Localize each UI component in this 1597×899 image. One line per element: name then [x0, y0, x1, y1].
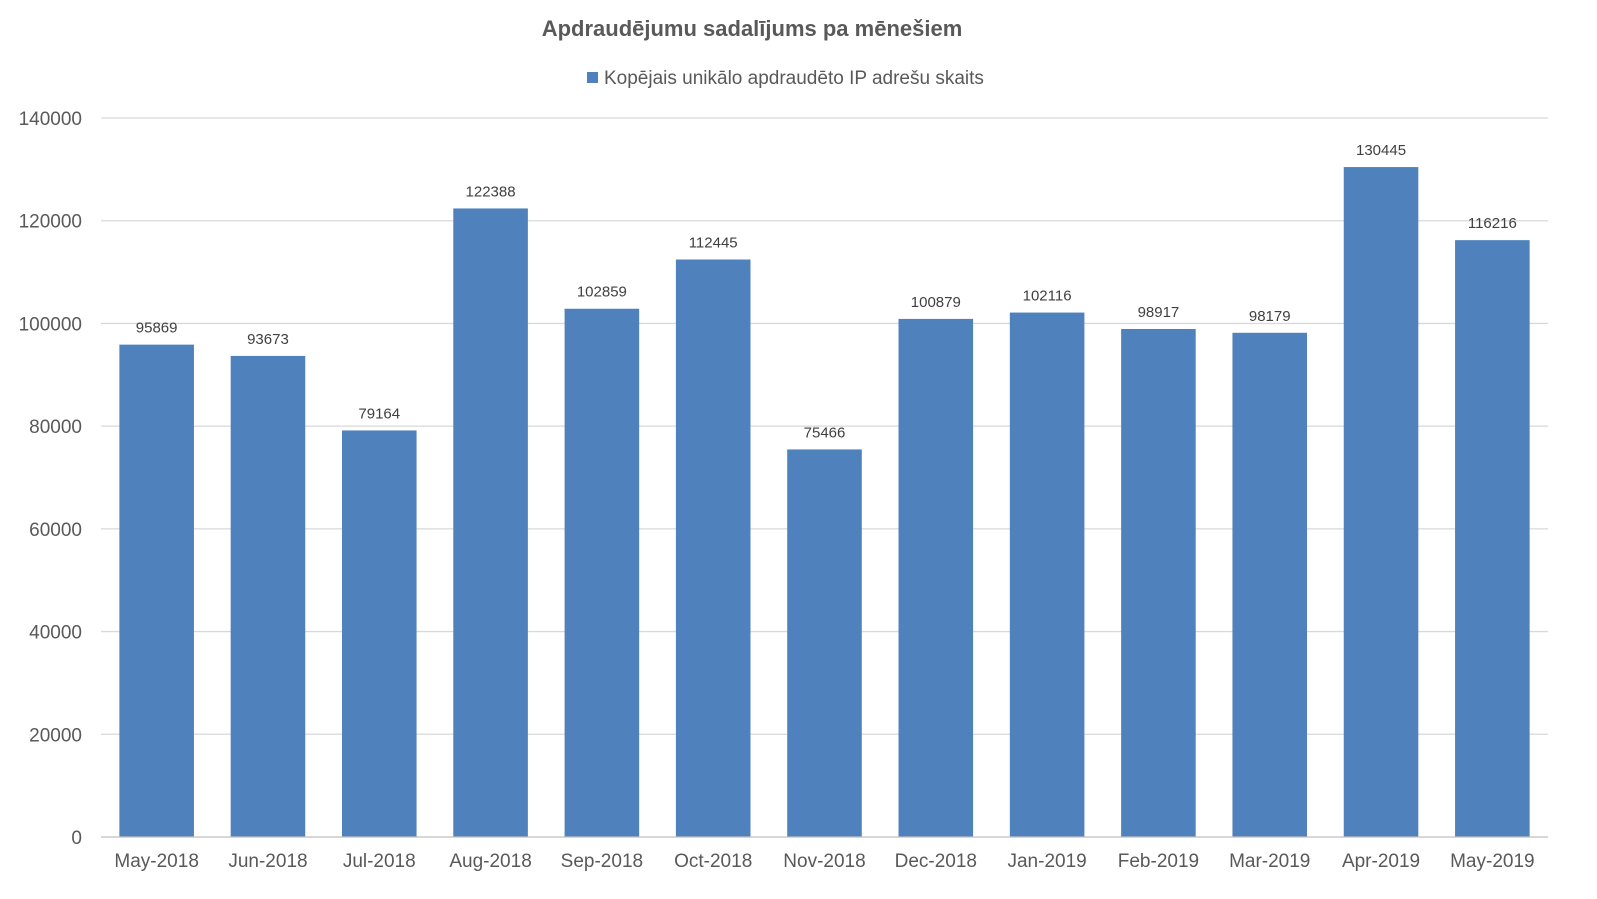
x-tick-label: Nov-2018: [783, 851, 865, 872]
x-tick-label: Apr-2019: [1342, 851, 1420, 872]
bar-sep-2018: [564, 308, 640, 837]
data-label: 112445: [689, 235, 738, 252]
x-tick-label: Jul-2018: [343, 851, 416, 872]
bar-may-2018: [119, 344, 194, 837]
y-tick-label: 40000: [29, 623, 82, 644]
x-axis-ticks: May-2018 Jun-2018 Jul-2018 Aug-2018 Sep-2018…: [114, 851, 1534, 872]
bar-dec-2018: [898, 318, 974, 837]
chart-title: Apdraudējumu sadalījums pa mēnešiem: [542, 16, 963, 41]
bar-jan-2019: [1009, 312, 1085, 837]
x-tick-label: Oct-2018: [674, 851, 752, 872]
x-tick-label: May-2019: [1450, 851, 1535, 872]
data-labels: 95869 93673 79164 122388 102859 112445 75466 10…: [136, 142, 1517, 441]
x-tick-label: Jan-2019: [1007, 851, 1086, 872]
bar-jun-2018: [230, 355, 306, 837]
x-tick-label: Mar-2019: [1229, 851, 1310, 872]
x-tick-label: Aug-2018: [449, 851, 531, 872]
data-label: 102859: [577, 284, 627, 301]
bar-may-2019: [1455, 240, 1530, 837]
data-label: 98179: [1249, 308, 1291, 325]
y-tick-label: 20000: [29, 725, 82, 746]
y-tick-label: 100000: [19, 314, 82, 335]
legend: Kopējais unikālo apdraudēto IP adrešu sk…: [587, 68, 984, 89]
y-axis-ticks: 0 20000 40000 60000 80000 100000 120000 140000: [19, 109, 82, 849]
legend-swatch: [587, 72, 598, 83]
y-tick-label: 120000: [19, 212, 82, 233]
x-tick-label: Feb-2019: [1118, 851, 1199, 872]
x-tick-label: Sep-2018: [561, 851, 643, 872]
data-label: 98917: [1138, 304, 1180, 321]
bar-oct-2018: [675, 259, 751, 837]
bar-feb-2019: [1121, 328, 1196, 837]
bar-mar-2019: [1232, 332, 1308, 837]
data-label: 95869: [136, 320, 178, 337]
x-tick-label: Dec-2018: [895, 851, 977, 872]
data-label: 122388: [466, 183, 516, 200]
bars: [119, 167, 1530, 837]
data-label: 130445: [1356, 142, 1406, 159]
data-label: 100879: [911, 294, 961, 311]
bar-aug-2018: [453, 208, 528, 837]
legend-label: Kopējais unikālo apdraudēto IP adrešu sk…: [604, 68, 984, 89]
data-label: 102116: [1023, 288, 1072, 305]
data-label: 116216: [1468, 215, 1517, 232]
x-tick-label: May-2018: [114, 851, 199, 872]
data-label: 93673: [247, 331, 289, 348]
bar-jul-2018: [341, 430, 417, 837]
y-tick-label: 0: [71, 828, 82, 849]
y-tick-label: 140000: [19, 109, 82, 130]
bar-nov-2018: [787, 449, 862, 837]
y-tick-label: 80000: [29, 417, 82, 438]
data-label: 75466: [804, 424, 846, 441]
x-tick-label: Jun-2018: [228, 851, 307, 872]
data-label: 79164: [358, 405, 400, 422]
y-tick-label: 60000: [29, 520, 82, 541]
bar-apr-2019: [1343, 167, 1419, 837]
